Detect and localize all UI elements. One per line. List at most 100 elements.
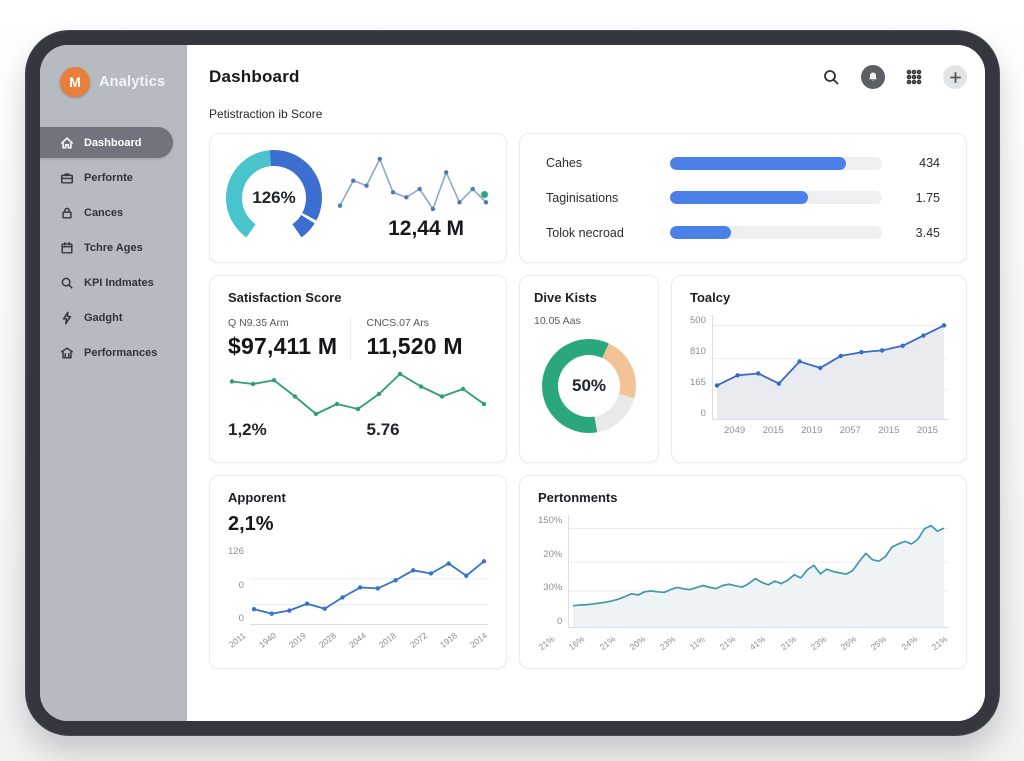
x-axis-labels: 2049 2015 2019 2057 2015 2015 <box>690 425 948 436</box>
notification-bell-icon[interactable] <box>861 65 885 89</box>
axis-tick: 24% <box>899 633 919 653</box>
sidebar-item-performances[interactable]: Performances <box>40 337 187 368</box>
card-title: Apporent <box>228 490 286 505</box>
progress-label: Taginisations <box>546 190 619 205</box>
add-icon[interactable] <box>943 65 967 89</box>
progress-label: Cahes <box>546 156 583 171</box>
card-title: Toalcy <box>690 290 731 305</box>
axis-tick: 2015 <box>762 425 784 436</box>
apporent-line-chart <box>249 546 488 625</box>
pertonments-area-chart <box>568 515 949 628</box>
sidebar-item-label: Performances <box>84 346 158 359</box>
axis-tick: 2044 <box>347 630 369 650</box>
metric-value: $97,411 M <box>228 333 338 359</box>
axis-tick: 500 <box>690 315 706 326</box>
axis-tick: 20% <box>543 548 563 560</box>
axis-tick: 23% <box>808 633 829 653</box>
card-subtitle: 10.05 Aas <box>534 315 581 327</box>
home-bank-icon <box>60 346 74 360</box>
bolt-icon <box>60 311 74 325</box>
y-axis-labels: 500 810 165 0 <box>690 315 712 419</box>
chart-svg <box>569 524 949 627</box>
gauge-chart: 126% <box>226 150 322 246</box>
section-label: Petistraction ib Score <box>209 107 323 121</box>
sidebar-item-dashboard[interactable]: Dashboard <box>40 127 173 158</box>
axis-tick: 2028 <box>316 630 338 650</box>
lock-icon <box>60 206 74 220</box>
brand-logo-letter: M <box>69 74 81 90</box>
progress-track <box>670 156 882 170</box>
topbar-actions <box>822 65 967 89</box>
dive-kists-card: Dive Kists 10.05 Aas 50% <box>519 275 659 463</box>
apps-grid-icon[interactable] <box>906 69 922 85</box>
axis-tick: 0 <box>700 408 706 419</box>
progress-label: Tolok necroad <box>546 225 624 240</box>
progress-row: Tolok necroad 3.45 <box>546 226 940 240</box>
axis-tick: 20% <box>627 633 648 653</box>
pertonments-card: Pertonments 150% 20% 30% 0 21% 16% 21% 20% 23% 1… <box>519 475 967 669</box>
footer-left-value: 1,2% <box>228 420 267 439</box>
chart-svg <box>712 323 948 419</box>
search-icon[interactable] <box>822 68 840 86</box>
satisfaction-card: Satisfaction Score Q N9.35 Arm $97,411 M… <box>209 275 507 463</box>
home-icon <box>60 136 74 150</box>
progress-row: Taginisations 1.75 <box>546 191 940 205</box>
satisfaction-line-chart <box>228 370 488 418</box>
brand: M Analytics <box>40 67 187 97</box>
calendar-icon <box>60 241 74 255</box>
axis-tick: 150% <box>538 515 563 526</box>
sidebar-item-gadght[interactable]: Gadght <box>40 302 187 333</box>
donut-center-value: 50% <box>571 376 607 395</box>
toalcy-area-chart <box>711 315 948 420</box>
sidebar-item-tchre-ages[interactable]: Tchre Ages <box>40 232 187 263</box>
sidebar-item-perfornte[interactable]: Perfornte <box>40 162 187 193</box>
axis-tick: 21% <box>717 633 738 653</box>
progress-value: 434 <box>919 156 940 171</box>
axis-tick: 2019 <box>801 425 823 436</box>
axis-tick: 0 <box>238 579 244 591</box>
sidebar-item-label: Tchre Ages <box>84 241 143 254</box>
satisfaction-metrics: Q N9.35 Arm $97,411 M CNCS.07 Ars 11,520… <box>228 317 488 360</box>
gauge-card-big-value: 12,44 M <box>388 217 464 240</box>
axis-tick: 126 <box>228 546 244 557</box>
axis-tick: 0 <box>238 613 244 624</box>
chart-svg <box>229 371 487 417</box>
axis-tick: 2018 <box>377 630 399 650</box>
axis-tick: 2072 <box>407 630 429 650</box>
axis-tick: 2015 <box>878 425 900 436</box>
axis-tick: 25% <box>869 633 889 653</box>
apporent-big-value: 2,1% <box>228 513 274 535</box>
y-axis-labels: 150% 20% 30% 0 <box>538 515 568 627</box>
sidebar-item-label: Cances <box>84 206 124 219</box>
toalcy-chart-row: 500 810 165 0 <box>690 315 948 420</box>
sidebar-item-kpi-indmates[interactable]: KPI Indmates <box>40 267 187 298</box>
axis-tick: 2019 <box>286 630 308 650</box>
chart-svg <box>249 559 488 616</box>
main-content: Dashboard <box>187 45 985 721</box>
metric-label: CNCS.07 Ars <box>366 317 429 329</box>
toalcy-card: Toalcy 500 810 165 0 2049 2015 2019 2057 2015 20… <box>671 275 967 463</box>
tablet-frame: M Analytics Dashboard Perfornte <box>25 30 1000 736</box>
satisfaction-footer: 1,2% 5.76 <box>228 420 488 440</box>
chart-svg <box>337 156 489 212</box>
brand-logo-icon: M <box>60 67 90 97</box>
sidebar-item-cances[interactable]: Cances <box>40 197 187 228</box>
axis-tick: 1918 <box>437 630 459 650</box>
axis-tick: 26% <box>838 633 859 653</box>
axis-tick: 810 <box>690 346 706 357</box>
card-title: Pertonments <box>538 490 618 505</box>
cards-grid: 126% 12,44 M Cahes <box>209 133 967 669</box>
progress-fill <box>670 226 732 240</box>
axis-tick: 2049 <box>724 425 746 436</box>
progress-track <box>670 226 882 240</box>
gauge-card: 126% 12,44 M <box>209 133 507 263</box>
axis-tick: 41% <box>747 633 768 653</box>
axis-tick: 1940 <box>256 630 278 650</box>
axis-tick: 0 <box>557 615 563 627</box>
x-axis-labels: 21% 16% 21% 20% 23% 11% 21% 41% 21% 23% 26% 25% 24% 2… <box>537 634 949 652</box>
axis-tick: 30% <box>543 582 563 594</box>
progress-bars-card: Cahes 434 Taginisations 1.75 <box>519 133 967 263</box>
sidebar-item-label: Perfornte <box>84 171 133 184</box>
metric-value: 11,520 M <box>366 333 463 359</box>
sidebar-menu: Dashboard Perfornte Cances <box>40 127 187 368</box>
